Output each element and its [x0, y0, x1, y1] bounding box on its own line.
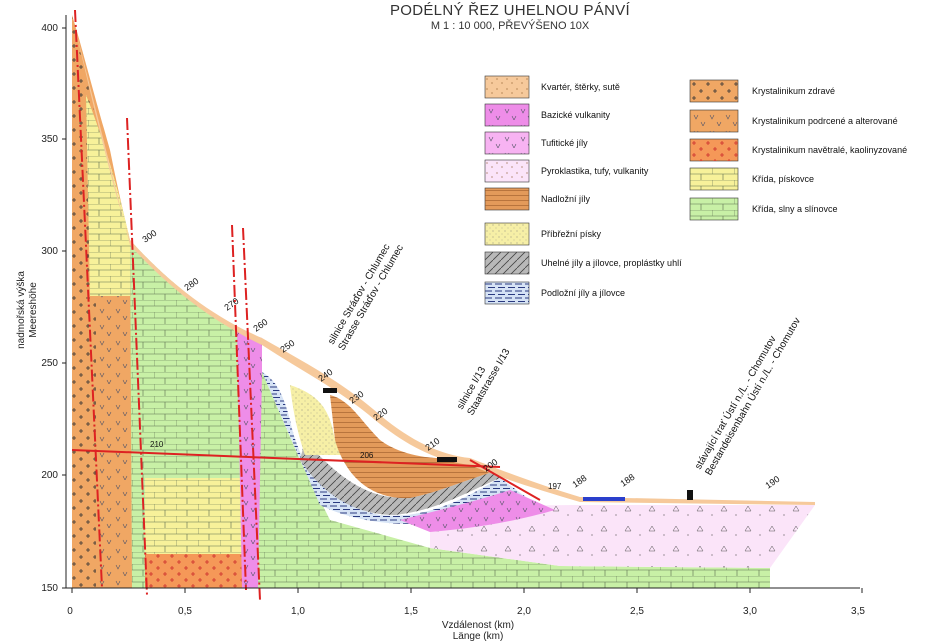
contour-label: 190	[763, 474, 781, 491]
legend-item: Křída, slny a slínovce	[689, 197, 838, 221]
legend-item: Kvartér, štěrky, sutě	[484, 75, 620, 99]
x-tick-label: 1,0	[291, 606, 305, 617]
road1-marker	[323, 388, 337, 393]
svg-text:Strasse Stráďov - Chlumec: Strasse Stráďov - Chlumec	[336, 243, 406, 352]
contour-label: 210	[150, 440, 164, 449]
legend-item: Křída, pískovce	[689, 167, 814, 191]
x-tick-label: 3,5	[851, 606, 865, 617]
legend-item: Krystalinikum zdravé	[689, 79, 835, 103]
road2-label: silnice I/13 Staatstrasse I/13	[455, 347, 513, 418]
y-tick-label: 250	[41, 358, 58, 369]
svg-text:Podložní jíly a jílovce: Podložní jíly a jílovce	[541, 288, 625, 298]
y-tick-label: 150	[41, 583, 58, 594]
y-ticks	[62, 27, 66, 589]
y-tick-label: 400	[41, 23, 58, 34]
profile-line	[71, 449, 501, 468]
legend-item: Krystalinikum navětralé, kaolinyzované	[689, 138, 907, 162]
x-tick-label: 2,5	[630, 606, 644, 617]
x-ticks	[71, 588, 863, 593]
svg-text:Krystalinikum zdravé: Krystalinikum zdravé	[752, 86, 835, 96]
legend-item: Bazické vulkanity	[484, 103, 611, 127]
contour-label: 220	[371, 406, 389, 423]
contour-label: 270	[222, 296, 240, 313]
x-tick-label: 3,0	[743, 606, 757, 617]
y-axis-label: nadmořská výška	[16, 271, 27, 349]
geology-layers	[72, 15, 815, 588]
svg-text:Kvartér, štěrky, sutě: Kvartér, štěrky, sutě	[541, 82, 620, 92]
svg-text:stávající trať Ústí n./L. - Ch: stávající trať Ústí n./L. - Chomutov	[691, 333, 778, 471]
svg-text:Pyroklastika, tufy, vulkanity: Pyroklastika, tufy, vulkanity	[541, 166, 649, 176]
water-marker	[583, 497, 625, 501]
rail-label: stávající trať Ústí n./L. - Chomutov Bes…	[691, 315, 803, 477]
svg-text:Křída, slny a slínovce: Křída, slny a slínovce	[752, 204, 838, 214]
x-tick-labels: 0 0,5 1,0 1,5 2,0 2,5 3,0 3,5	[67, 606, 865, 617]
svg-text:Krystalinikum navětralé, kaoli: Krystalinikum navětralé, kaolinyzované	[752, 145, 907, 155]
fault-1	[74, 9, 103, 589]
svg-text:Tufitické jíly: Tufitické jíly	[541, 138, 588, 148]
x-axis-label: Vzdálenost (km)	[442, 620, 514, 631]
contour-label: 300	[140, 228, 158, 245]
legend-item: Tufitické jíly	[484, 131, 588, 155]
legend: Kvartér, štěrky, sutě Bazické vulkanity …	[484, 75, 907, 305]
svg-text:Bestandeisenbahn Ústí n./L. -: Bestandeisenbahn Ústí n./L. - Chomutov	[702, 315, 803, 477]
legend-item: Pyroklastika, tufy, vulkanity	[484, 159, 649, 183]
profile-line-2	[469, 459, 541, 501]
y-tick-label: 200	[41, 470, 58, 481]
svg-text:Krystalinikum podrcené a alter: Krystalinikum podrcené a alterované	[752, 116, 898, 126]
legend-item: Příbřežní písky	[484, 222, 602, 246]
contour-label: 197	[548, 482, 562, 491]
axes	[65, 15, 860, 589]
rail-marker	[687, 490, 693, 500]
fault-lines	[74, 9, 261, 601]
diagram-title: PODÉLNÝ ŘEZ UHELNOU PÁNVÍ	[389, 2, 631, 19]
legend-item: Uhelné jíly a jílovce, proplástky uhlí	[484, 251, 682, 275]
contour-label: 188	[618, 472, 636, 489]
legend-item: Podložní jíly a jílovce	[484, 281, 625, 305]
road2-marker	[437, 457, 457, 462]
contour-label: 260	[251, 317, 269, 334]
y-axis-label-de: Meereshöhe	[28, 282, 39, 338]
fault-3	[231, 224, 247, 591]
y-tick-label: 350	[41, 134, 58, 145]
legend-item: Nadložní jíly	[484, 187, 591, 211]
svg-text:silnice Stráďov - Chlumec: silnice Stráďov - Chlumec	[326, 242, 393, 346]
x-tick-label: 0	[67, 606, 73, 617]
x-tick-label: 2,0	[517, 606, 531, 617]
x-tick-label: 0,5	[178, 606, 192, 617]
svg-text:Příbřežní písky: Příbřežní písky	[541, 229, 602, 239]
svg-text:Nadložní jíly: Nadložní jíly	[541, 194, 591, 204]
x-tick-label: 1,5	[404, 606, 418, 617]
y-tick-label: 300	[41, 246, 58, 257]
contour-label: 188	[570, 473, 588, 490]
diagram-subtitle: M 1 : 10 000, PŘEVÝŠENO 10X	[430, 20, 590, 32]
svg-text:Uhelné jíly a jílovce, proplás: Uhelné jíly a jílovce, proplástky uhlí	[541, 258, 682, 268]
fault-4	[242, 227, 261, 601]
contour-label: 280	[182, 276, 200, 293]
svg-text:Bazické vulkanity: Bazické vulkanity	[541, 110, 611, 120]
road1-label: silnice Stráďov - Chlumec Strasse Stráďo…	[326, 242, 406, 352]
contour-label: 206	[360, 451, 374, 460]
legend-item: Krystalinikum podrcené a alterované	[689, 109, 898, 133]
svg-text:Křída, pískovce: Křída, pískovce	[752, 174, 814, 184]
x-axis-label-de: Länge (km)	[453, 631, 504, 641]
y-tick-labels: 400 350 300 250 200 150	[41, 23, 58, 594]
